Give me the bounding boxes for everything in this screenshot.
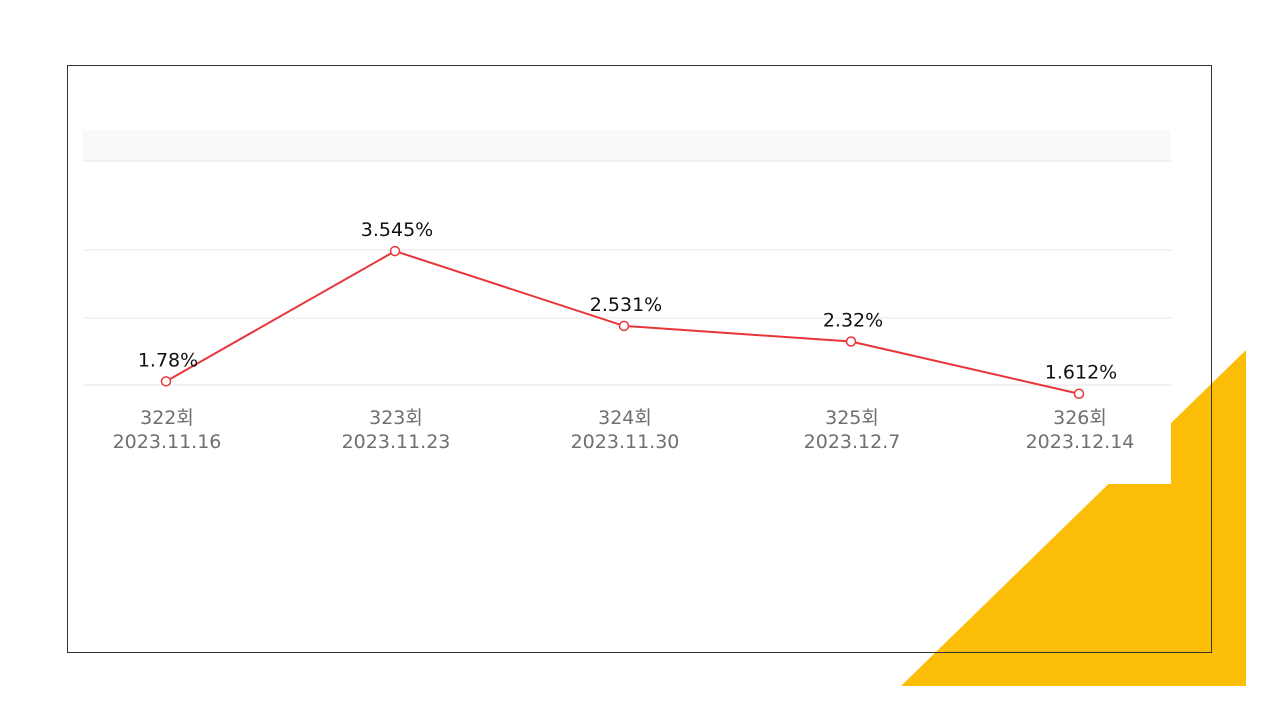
data-label: 3.545%	[361, 219, 433, 241]
x-tick-label-date: 2023.11.23	[342, 431, 451, 453]
x-tick-label-date: 2023.11.30	[571, 431, 680, 453]
data-point	[618, 320, 630, 332]
data-point	[389, 245, 401, 257]
chart-frame	[67, 65, 1212, 653]
data-point	[160, 376, 172, 387]
data-label: 1.612%	[1045, 362, 1117, 384]
x-tick-label-date: 2023.12.7	[804, 431, 901, 453]
data-label: 2.32%	[823, 309, 883, 331]
gridlines	[83, 160, 1171, 386]
x-tick-label-date: 2023.12.14	[1026, 431, 1135, 453]
data-label: 1.78%	[138, 349, 198, 371]
data-points	[160, 245, 1085, 399]
data-label: 2.531%	[590, 294, 662, 316]
white-patch	[1108, 420, 1171, 484]
data-labels: 1.78% 3.545% 2.531% 2.32% 1.612%	[138, 219, 1117, 384]
data-point	[1073, 388, 1085, 399]
chart-header-band	[83, 130, 1171, 161]
x-tick-label-date: 2023.11.16	[113, 431, 222, 453]
x-tick-label-round: 324회	[598, 407, 652, 429]
data-point	[845, 336, 857, 347]
x-tick-label-round: 326회	[1053, 407, 1107, 429]
x-tick-label-round: 325회	[825, 407, 879, 429]
x-tick-label-round: 323회	[369, 407, 423, 429]
x-tick-label-round: 322회	[140, 407, 194, 429]
